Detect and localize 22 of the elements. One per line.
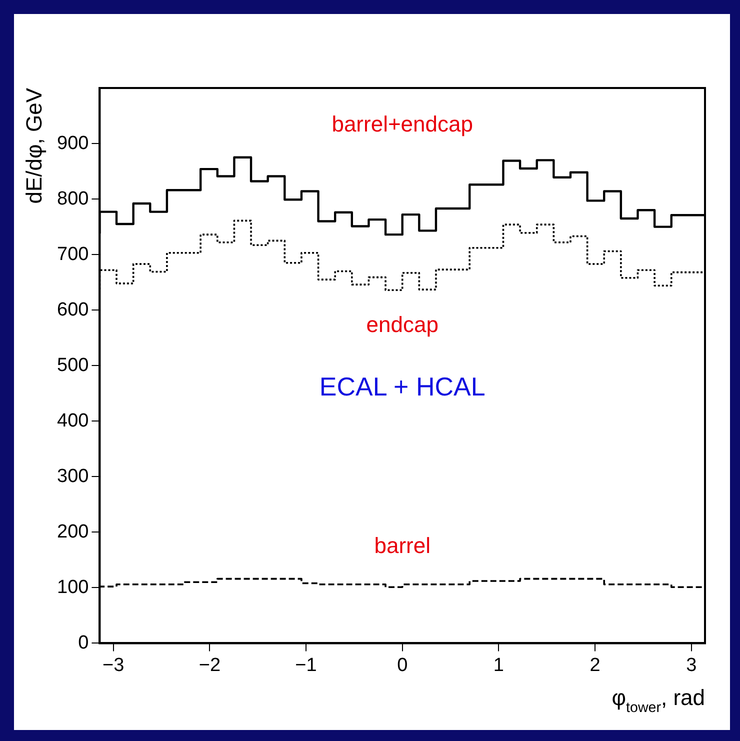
x-tick-label: −2 — [198, 654, 221, 676]
annotation: ECAL + HCAL — [319, 372, 486, 402]
y-tick-label: 900 — [57, 132, 89, 154]
y-tick-label: 700 — [57, 244, 89, 265]
y-axis-title: dE/dφ, GeV — [22, 88, 47, 204]
series-label: barrel+endcap — [332, 111, 473, 136]
x-tick-label: −1 — [295, 654, 317, 676]
x-tick-label: 1 — [493, 654, 504, 676]
x-tick-label: 3 — [686, 654, 697, 676]
y-tick-label: 600 — [57, 299, 89, 320]
y-tick-label: 100 — [57, 576, 89, 598]
y-tick-label: 0 — [78, 632, 89, 654]
y-tick-label: 500 — [57, 354, 89, 376]
series-label: endcap — [366, 312, 438, 338]
x-tick-label: 0 — [397, 654, 408, 676]
x-tick-label: −3 — [102, 654, 124, 676]
series-label: barrel — [374, 532, 430, 558]
y-tick-label: 200 — [57, 521, 89, 542]
x-tick-label: 2 — [590, 654, 600, 676]
y-tick-label: 400 — [57, 410, 89, 432]
y-tick-label: 300 — [57, 466, 89, 487]
y-tick-label: 800 — [57, 188, 89, 210]
